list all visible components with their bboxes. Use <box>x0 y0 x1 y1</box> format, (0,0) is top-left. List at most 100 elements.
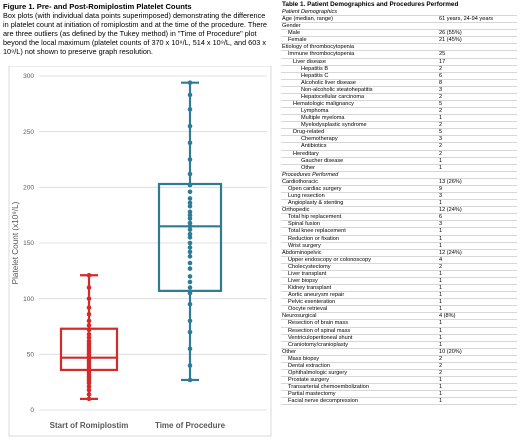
table-cell-label: Hepatitis B <box>281 65 437 73</box>
table-cell-value <box>437 43 517 52</box>
data-point <box>86 318 92 324</box>
y-tick-label: 300 <box>23 73 34 80</box>
table-cell-label: Wrist surgery <box>281 242 437 250</box>
x-category-label: Time of Procedure <box>155 421 226 430</box>
table-cell-label: Liver transplant <box>281 270 437 278</box>
data-point <box>187 196 193 201</box>
table-cell-label: Age (median, range) <box>281 15 437 24</box>
table-cell-label: Lymphoma <box>281 107 437 116</box>
chart-frame <box>8 66 272 437</box>
table-cell-label: Hereditary <box>281 150 437 158</box>
table-cell-label: Dental extraction <box>281 362 437 370</box>
table-row: Hereditary 2 <box>281 150 517 158</box>
table-row: Gaucher disease 1 <box>281 157 517 165</box>
table-cell-label: Neurosurgical <box>281 312 437 321</box>
table-row: Drug-related 5 <box>281 128 517 137</box>
data-point <box>187 290 193 296</box>
table-row: Male 26 (55%) <box>281 29 517 38</box>
table-cell-value <box>437 171 517 179</box>
table-cell-value: 3 <box>437 135 517 144</box>
table-cell-label: Total hip replacement <box>281 213 437 222</box>
table-cell-value: 1 <box>437 277 517 286</box>
y-tick-label: 150 <box>23 240 34 247</box>
data-point <box>86 387 92 393</box>
y-axis-label: Platelet Count (x10⁹/L) <box>11 201 20 284</box>
table-cell-value: 1 <box>437 327 517 335</box>
table-cell-label: Facial nerve decompression <box>281 397 437 406</box>
table-cell-value: 2 <box>437 93 517 102</box>
table-cell-label: Multiple myeloma <box>281 114 437 123</box>
data-point <box>187 260 193 266</box>
data-point <box>86 331 92 337</box>
table-cell-label: Prostate surgery <box>281 376 437 385</box>
table-cell-label: Immune thrombocytopenia <box>281 50 437 59</box>
table-cell-label: Myelodysplastic syndrome <box>281 121 437 130</box>
table-cell-label: Procedures Performed <box>281 171 437 179</box>
table-cell-label: Oocyte retrieval <box>281 305 437 314</box>
table-row: Ventriculoperitoneal shunt 1 <box>281 334 517 342</box>
table-row: Kidney transplant 1 <box>281 284 517 293</box>
table-row: Pelvic exenteration 1 <box>281 298 517 307</box>
table-cell-value: 6 <box>437 213 517 222</box>
table-cell-value: 1 <box>437 376 517 385</box>
table-cell-value: 1 <box>437 341 517 349</box>
table-cell-label: Kidney transplant <box>281 284 437 293</box>
table-cell-label: Ophthalmologic surgery <box>281 369 437 378</box>
table-cell-label: Resection of spinal mass <box>281 327 437 335</box>
table-cell-value <box>437 9 517 17</box>
data-point <box>187 92 193 98</box>
table-row: Multiple myeloma 1 <box>281 114 517 123</box>
table-cell-label: Ventriculoperitoneal shunt <box>281 334 437 342</box>
table-row: Other 1 <box>281 164 517 172</box>
table-cell-label: Patient Demographics <box>281 9 437 17</box>
table-cell-value: 8 <box>437 79 517 87</box>
table-row: Prostate surgery 1 <box>281 376 517 385</box>
data-point <box>86 272 92 278</box>
table-row: Resection of brain mass 1 <box>281 319 517 328</box>
data-point <box>187 107 193 112</box>
data-point <box>187 274 193 279</box>
y-tick-label: 0 <box>30 407 34 414</box>
table-cell-value: 1 <box>437 227 517 236</box>
table-row: Alcoholic liver disease 8 <box>281 79 517 87</box>
table-cell-value: 5 <box>437 100 517 109</box>
table-cell-value: 1 <box>437 164 517 172</box>
table-cell-value: 1 <box>437 383 517 392</box>
table-cell-label: Drug-related <box>281 128 437 137</box>
table-row: Spinal fusion 3 <box>281 220 517 229</box>
demographics-table: Patient Demographics Age (median, range) 6… <box>281 9 517 406</box>
table-cell-value: 2 <box>437 142 517 151</box>
box-plot-svg: 0 50 100 150 200 250 300 Platelet Count (x10⁹/L… <box>8 66 272 437</box>
table-row: Liver biopsy 1 <box>281 277 517 286</box>
table-cell-value: 1 <box>437 291 517 300</box>
table-cell-value: 1 <box>437 284 517 293</box>
table-cell-value: 2 <box>437 121 517 130</box>
data-point <box>187 216 193 221</box>
table-cell-label: Craniotomy/cranioplasty <box>281 341 437 349</box>
table-row: Ophthalmologic surgery 2 <box>281 369 517 378</box>
data-point <box>187 189 193 195</box>
data-point <box>187 80 193 85</box>
table-cell-value <box>437 22 517 31</box>
table-row: Aortic aneurysm repair 1 <box>281 291 517 300</box>
table-cell-value: 3 <box>437 86 517 94</box>
table-cell-value: 4 (8%) <box>437 312 517 321</box>
table-row: Myelodysplastic syndrome 2 <box>281 121 517 130</box>
table-row: Liver disease 17 <box>281 58 517 66</box>
table-cell-label: Pelvic exenteration <box>281 298 437 307</box>
table-cell-value: 1 <box>437 305 517 314</box>
table-row: Lymphoma 2 <box>281 107 517 116</box>
y-tick-label: 250 <box>23 129 34 136</box>
figure-caption: Box plots (with individual data points s… <box>3 11 267 56</box>
table-cell-value: 1 <box>437 157 517 165</box>
table-cell-value: 2 <box>437 107 517 116</box>
data-point <box>187 318 193 324</box>
table-cell-value: 2 <box>437 369 517 378</box>
table-row: Liver transplant 1 <box>281 270 517 278</box>
table-cell-label: Open cardiac surgery <box>281 185 437 194</box>
table-cell-label: Total knee replacement <box>281 227 437 236</box>
table-row: Mass biopsy 2 <box>281 355 517 363</box>
data-point <box>86 396 92 402</box>
figure-title: Figure 1. Pre- and Post-Romiplostim Plat… <box>3 2 192 11</box>
table-cell-value: 1 <box>437 397 517 406</box>
